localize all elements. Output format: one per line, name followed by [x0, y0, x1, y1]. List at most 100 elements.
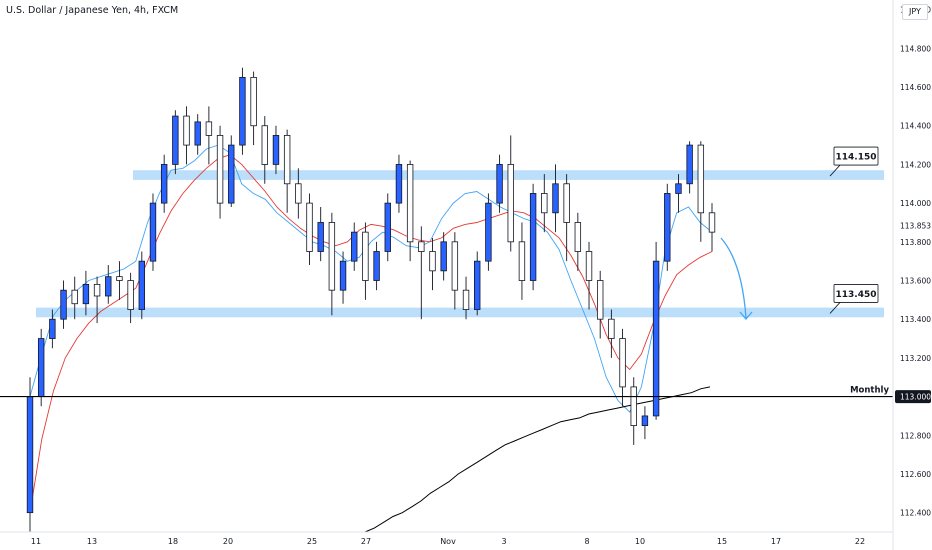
candle-body: [49, 318, 56, 339]
callout-pointer: [829, 164, 841, 177]
candle-body: [451, 241, 459, 291]
candle-body: [585, 251, 593, 281]
candle-body: [697, 144, 705, 214]
candle-body: [272, 135, 280, 165]
callout-label: 113.450: [836, 290, 877, 300]
date-tick-label: 18: [168, 537, 178, 546]
candle-body: [306, 202, 313, 252]
candle-body: [205, 121, 213, 136]
series-line: [364, 386, 711, 533]
candle-body: [116, 276, 123, 281]
price-tick-label: 113.600: [900, 277, 931, 286]
price-tick-label: 114.400: [900, 122, 931, 131]
monthly-price-label: 113.000: [900, 393, 931, 402]
candle-body: [194, 121, 201, 146]
price-tick-label: 113.800: [900, 238, 931, 247]
date-tick-label: 8: [584, 537, 589, 546]
monthly-level-label: Monthly: [850, 386, 889, 396]
last-price-label: 113.853: [900, 222, 931, 231]
candle-body: [71, 289, 78, 305]
zone-callouts: 114.150 113.450: [829, 146, 879, 314]
candle-body: [37, 338, 45, 397]
date-tick-label: Nov: [440, 537, 456, 546]
candle-body: [149, 202, 157, 262]
date-tick-label: 22: [855, 537, 865, 546]
price-tick-label: 114.200: [900, 160, 931, 169]
candle-body: [60, 289, 67, 320]
price-tick-label: 112.800: [900, 431, 931, 440]
candle-body: [373, 251, 380, 281]
price-tick-label: 114.600: [900, 83, 931, 92]
projection-arrow: [720, 237, 747, 319]
price-tick-label: 112.400: [900, 509, 931, 518]
candle-body: [362, 231, 369, 281]
callout-box: [833, 146, 879, 166]
candle-body: [26, 396, 34, 514]
date-tick-label: 25: [307, 537, 317, 546]
candle-body: [708, 212, 716, 233]
candle-body: [574, 222, 582, 252]
date-tick-label: 3: [501, 537, 506, 546]
monthly-price-badge: [895, 390, 931, 404]
candle-body: [317, 222, 324, 252]
candle-body: [507, 164, 514, 243]
candle-body: [384, 202, 391, 252]
candle-body: [328, 222, 336, 291]
time-axis[interactable]: 11 13 18 20 25 27 Nov 3 8 10 15 17 22: [31, 537, 865, 546]
candle-body: [127, 280, 134, 310]
candle-body: [652, 260, 660, 417]
candle-body: [485, 202, 492, 262]
candle-body: [686, 144, 693, 185]
candle-body: [138, 260, 146, 310]
candle-body: [541, 193, 548, 214]
monthly-price-marker: 113.000: [895, 390, 931, 404]
date-tick-label: 20: [223, 537, 233, 546]
candle-body: [664, 193, 671, 262]
candle-body: [93, 283, 101, 297]
currency-badge[interactable]: JPY: [902, 4, 928, 20]
price-tick-label: 112.600: [900, 470, 931, 479]
candle-body: [529, 193, 537, 281]
candle-body: [596, 280, 604, 320]
price-tick-label: 114.000: [900, 199, 931, 208]
price-tick-label: 113.200: [900, 354, 931, 363]
price-tick-label: 114.800: [900, 44, 931, 53]
candle-body: [630, 386, 637, 426]
date-tick-label: 11: [31, 537, 41, 546]
projection-arrow-head: [739, 311, 753, 320]
last-price-marker: 113.853: [900, 222, 931, 231]
zone-band: [36, 307, 884, 318]
candle-body: [283, 135, 291, 185]
candle-body: [641, 415, 649, 427]
price-axis[interactable]: 115.000114.800114.600114.400114.200114.0…: [900, 6, 931, 518]
candle-body: [608, 318, 615, 339]
candle-body: [216, 135, 224, 204]
callout-pointer: [829, 302, 841, 314]
candle-body: [429, 251, 436, 272]
callout-box: [833, 284, 879, 303]
candle-body: [619, 338, 626, 388]
candle-body: [395, 164, 403, 204]
candle-body: [440, 241, 447, 272]
candle-body: [462, 289, 470, 310]
candle-body: [172, 115, 179, 165]
candle-body: [552, 183, 559, 214]
price-tick-label: 113.400: [900, 315, 931, 324]
candle-body: [675, 183, 682, 194]
candle-body: [351, 231, 358, 262]
candle-body: [563, 183, 570, 223]
date-tick-label: 17: [771, 537, 781, 546]
date-tick-label: 27: [361, 537, 371, 546]
candle-body: [518, 241, 526, 281]
candle-body: [239, 76, 246, 146]
candle-body: [261, 125, 268, 165]
date-tick-label: 15: [717, 537, 727, 546]
callout-label: 114.150: [836, 153, 877, 163]
candle-body: [496, 164, 503, 204]
candle-body: [339, 260, 347, 291]
candle-body: [474, 260, 481, 310]
symbol-title: U.S. Dollar / Japanese Yen, 4h, FXCM: [6, 5, 179, 16]
candle-body: [228, 144, 235, 204]
candle-body: [183, 115, 190, 146]
